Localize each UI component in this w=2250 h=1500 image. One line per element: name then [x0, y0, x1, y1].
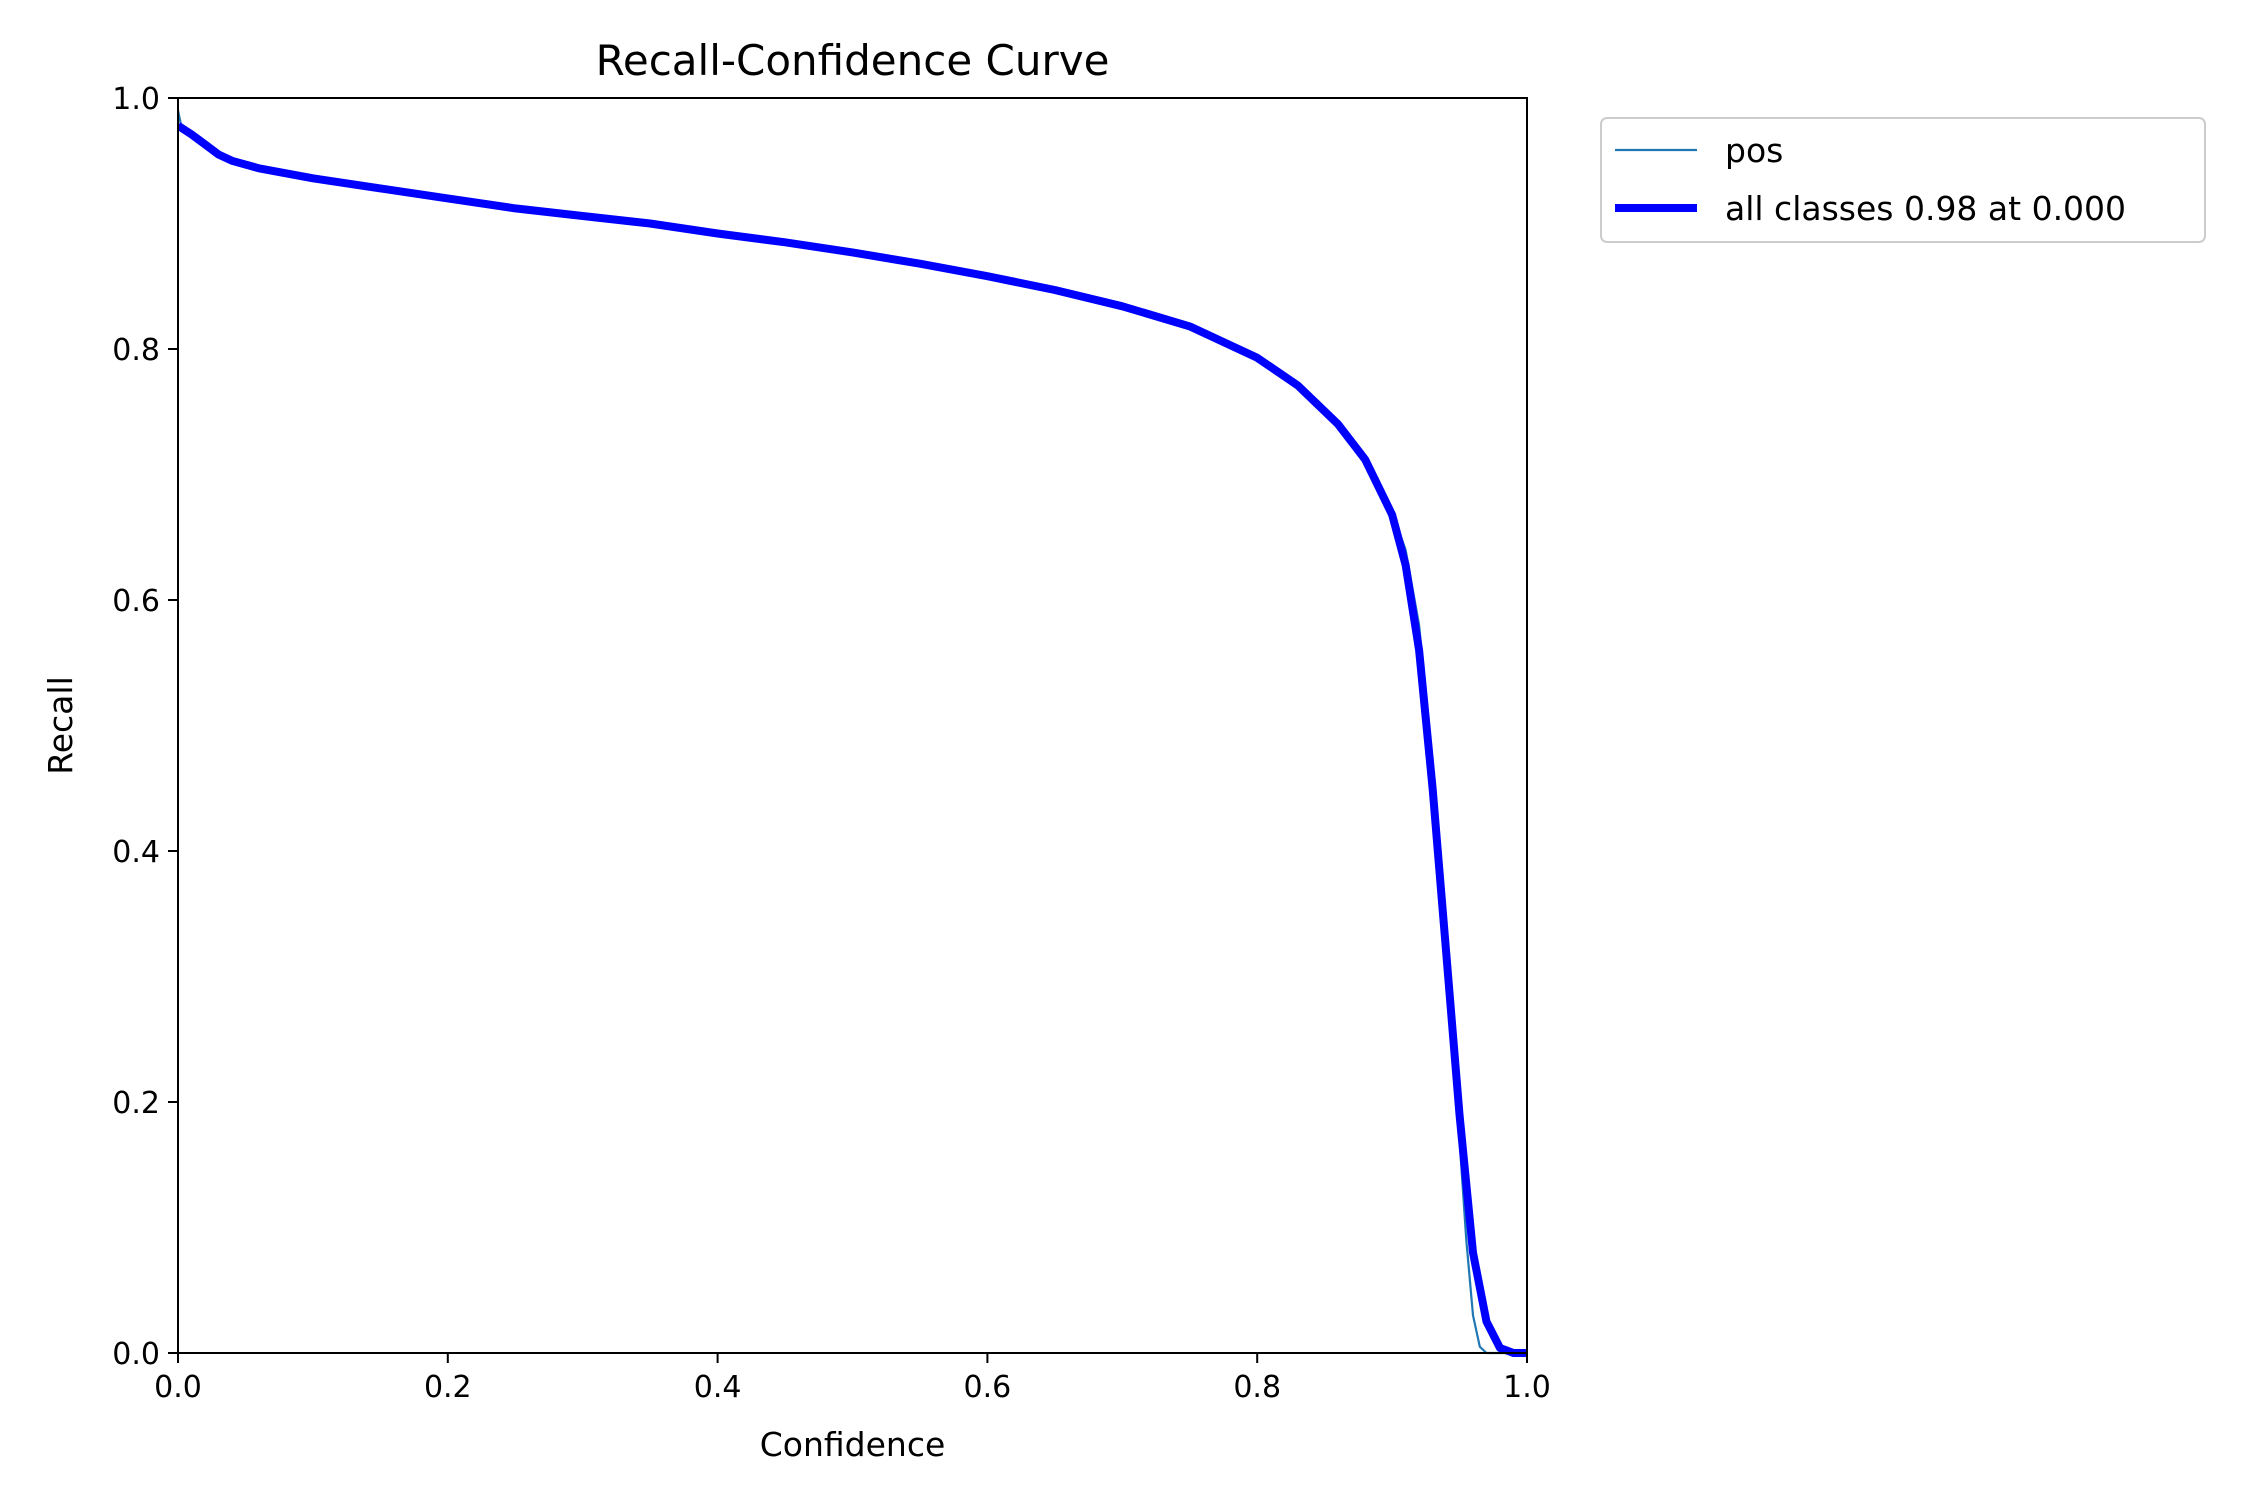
x-tick-label: 1.0: [1503, 1370, 1551, 1405]
y-axis-title: Recall: [41, 676, 80, 774]
plot-area: [177, 97, 1528, 1357]
series-layer: [178, 110, 1527, 1357]
x-tick-label: 0.2: [424, 1370, 472, 1405]
chart-title: Recall-Confidence Curve: [596, 36, 1110, 85]
y-tick-label: 0.0: [112, 1337, 160, 1372]
axes-frame: [177, 97, 1528, 1354]
y-tick-label: 0.4: [112, 835, 160, 870]
y-tick-label: 1.0: [112, 82, 160, 117]
legend-box: [1600, 117, 2206, 243]
y-tick-label: 0.6: [112, 584, 160, 619]
legend-label: all classes 0.98 at 0.000: [1725, 189, 2126, 228]
x-tick-label: 0.0: [154, 1370, 202, 1405]
x-tick-label: 0.6: [964, 1370, 1012, 1405]
series-line-all-classes: [178, 122, 1527, 1357]
x-axis-ticks: 0.0 0.2 0.4 0.6 0.8 1.0: [154, 1353, 1551, 1405]
x-axis-title: Confidence: [760, 1425, 946, 1464]
legend-items: pos all classes 0.98 at 0.000: [1615, 131, 2126, 228]
y-axis-ticks: 0.0 0.2 0.4 0.6 0.8 1.0: [112, 82, 178, 1372]
legend: pos all classes 0.98 at 0.000: [1600, 117, 2206, 243]
y-tick-label: 0.8: [112, 333, 160, 368]
legend-label: pos: [1725, 131, 1783, 170]
y-tick-label: 0.2: [112, 1086, 160, 1121]
x-tick-label: 0.8: [1233, 1370, 1281, 1405]
x-tick-label: 0.4: [694, 1370, 742, 1405]
